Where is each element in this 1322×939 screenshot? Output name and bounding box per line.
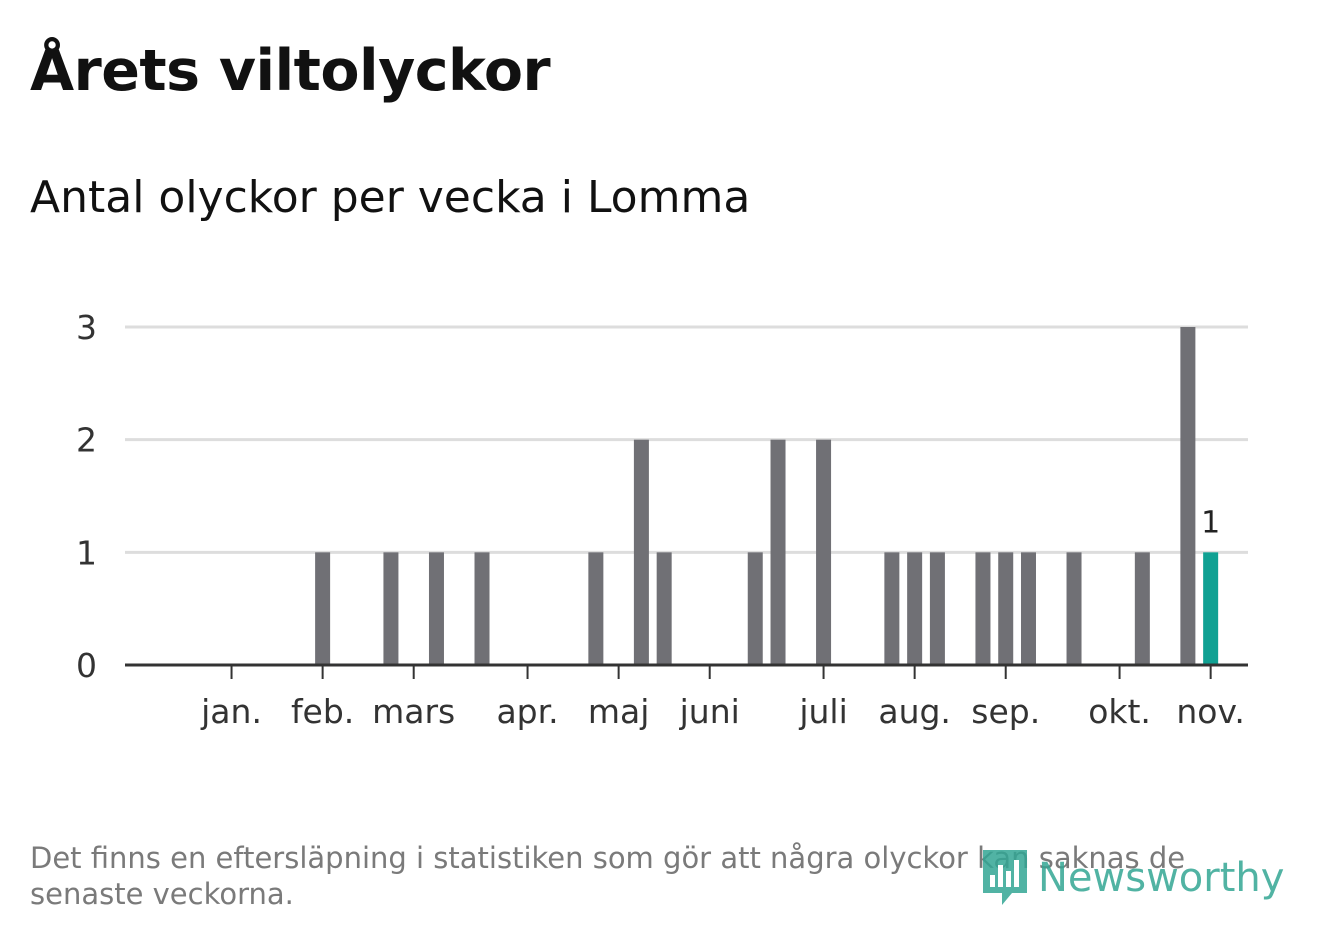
x-tick-label: apr. [496,692,558,731]
bar [907,552,923,665]
bar [383,552,399,665]
x-tick-label: sep. [971,692,1040,731]
bars [315,327,1219,665]
bar [428,552,444,665]
x-tick-label: feb. [291,692,354,731]
bar [656,552,672,665]
bar [1134,552,1150,665]
chart-title: Årets viltolyckor [30,38,551,104]
highlight-data-label: 1 [1201,505,1220,540]
bar [315,552,331,665]
bar [1020,552,1036,665]
bar-chart: 0 1 2 3 1 jan. feb. mars apr. maj juni juli aug. sep.… [76,308,1248,731]
x-tick-label: juli [798,692,847,731]
y-tick-label: 1 [76,533,97,572]
bar [770,439,786,665]
y-tick-label: 0 [76,646,97,685]
x-tick-label: okt. [1088,692,1151,731]
logo-text: Newsworthy [1038,855,1285,901]
x-axis [125,663,1248,679]
bar [1180,327,1196,665]
bar [929,552,945,665]
newsworthy-logo-icon [983,850,1027,905]
bar [747,552,763,665]
x-tick-label: nov. [1176,692,1245,731]
x-tick-label: maj [588,692,650,731]
chart-subtitle: Antal olyckor per vecka i Lomma [30,172,751,223]
y-tick-label: 3 [76,308,97,347]
bar [816,439,832,665]
newsworthy-logo: Newsworthy [980,846,1284,910]
x-tick-label: mars [372,692,455,731]
bar [474,552,490,665]
labels: 0 1 2 3 1 jan. feb. mars apr. maj juni juli aug. sep.… [76,308,1245,731]
bar [633,439,649,665]
gridlines [125,325,1248,554]
bar [884,552,900,665]
bar [975,552,991,665]
x-tick-label: aug. [878,692,951,731]
highlighted-bar [1203,552,1219,665]
bar [998,552,1014,665]
x-tick-label: juni [679,692,740,731]
y-tick-label: 2 [76,421,97,460]
x-tick-label: jan. [200,692,262,731]
bar [1066,552,1082,665]
bar [588,552,604,665]
